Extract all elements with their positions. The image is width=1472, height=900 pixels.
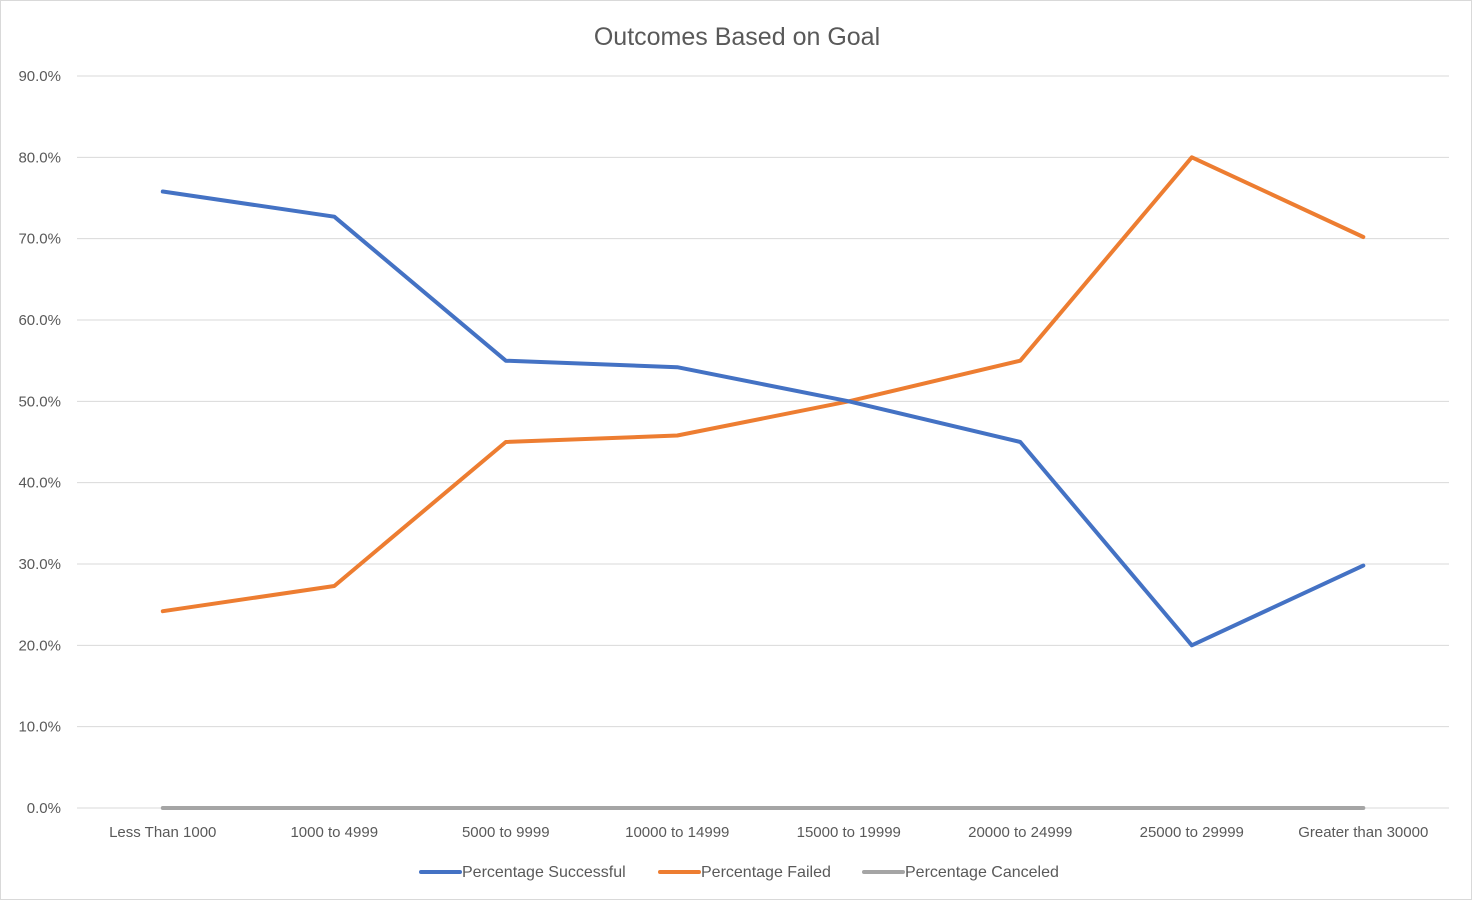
y-tick-label: 80.0%	[18, 149, 61, 166]
legend-label: Percentage Failed	[701, 864, 831, 881]
y-tick-label: 40.0%	[18, 475, 61, 492]
y-tick-label: 60.0%	[18, 312, 61, 329]
x-tick-label: 1000 to 4999	[290, 824, 378, 841]
x-tick-label: 5000 to 9999	[462, 824, 550, 841]
x-axis-ticks: Less Than 1000 1000 to 4999 5000 to 9999 10…	[109, 824, 1428, 841]
y-tick-label: 70.0%	[18, 231, 61, 248]
x-tick-label: 20000 to 24999	[968, 824, 1072, 841]
series-lines	[160, 155, 1366, 810]
x-tick-label: 10000 to 14999	[625, 824, 729, 841]
y-axis-ticks: 0.0% 10.0% 20.0% 30.0% 40.0% 50.0% 60.0% 70.0% 8…	[18, 68, 61, 817]
y-tick-label: 90.0%	[18, 68, 61, 85]
x-tick-label: 15000 to 19999	[797, 824, 901, 841]
y-tick-label: 50.0%	[18, 393, 61, 410]
gridlines	[77, 75, 1449, 809]
y-tick-label: 30.0%	[18, 556, 61, 573]
x-tick-label: 25000 to 29999	[1140, 824, 1244, 841]
chart-title: Outcomes Based on Goal	[594, 23, 880, 51]
y-tick-label: 20.0%	[18, 637, 61, 654]
x-tick-label: Greater than 30000	[1298, 824, 1428, 841]
y-tick-label: 0.0%	[27, 800, 61, 817]
series-line-percentage-successful	[160, 189, 1366, 648]
y-tick-label: 10.0%	[18, 719, 61, 736]
legend: Percentage Successful Percentage Failed Pe…	[419, 864, 1059, 881]
legend-label: Percentage Canceled	[905, 864, 1059, 881]
legend-label: Percentage Successful	[462, 864, 626, 881]
series-line-percentage-failed	[160, 155, 1366, 614]
x-tick-label: Less Than 1000	[109, 824, 216, 841]
